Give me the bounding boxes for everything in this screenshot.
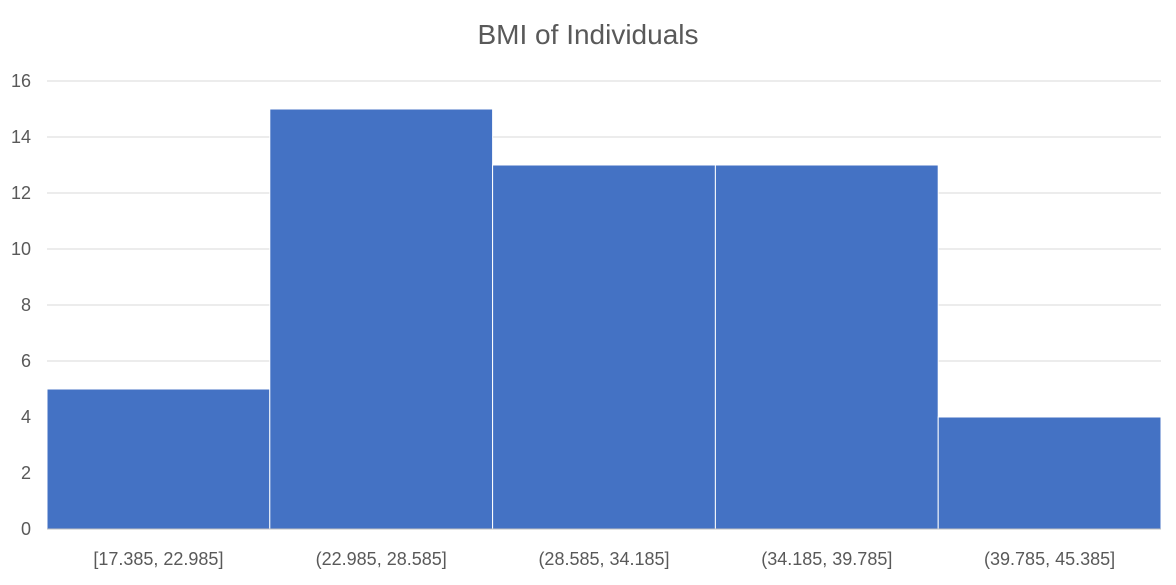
x-axis-ticks: [17.385, 22.985] (22.985, 28.585] (28.585,… [93,549,1115,569]
x-tick-label: [17.385, 22.985] [93,549,223,569]
bar-5 [937,416,1162,530]
chart-title: BMI of Individuals [478,19,699,50]
x-tick-label: (34.185, 39.785] [761,549,892,569]
bar-2 [269,108,494,530]
bar-3 [492,164,716,530]
y-tick-label: 12 [11,183,31,203]
y-tick-label: 0 [21,519,31,539]
y-axis-ticks: 0 2 4 6 8 10 12 14 16 [11,71,31,539]
bar-4 [714,164,939,530]
y-tick-label: 10 [11,239,31,259]
y-tick-label: 8 [21,295,31,315]
y-tick-label: 2 [21,463,31,483]
x-tick-label: (39.785, 45.385] [984,549,1115,569]
y-tick-label: 14 [11,127,31,147]
x-tick-label: (22.985, 28.585] [316,549,447,569]
y-tick-label: 6 [21,351,31,371]
y-tick-label: 4 [21,407,31,427]
bar-1 [46,388,271,530]
x-tick-label: (28.585, 34.185] [538,549,669,569]
y-tick-label: 16 [11,71,31,91]
bars [46,108,1162,530]
